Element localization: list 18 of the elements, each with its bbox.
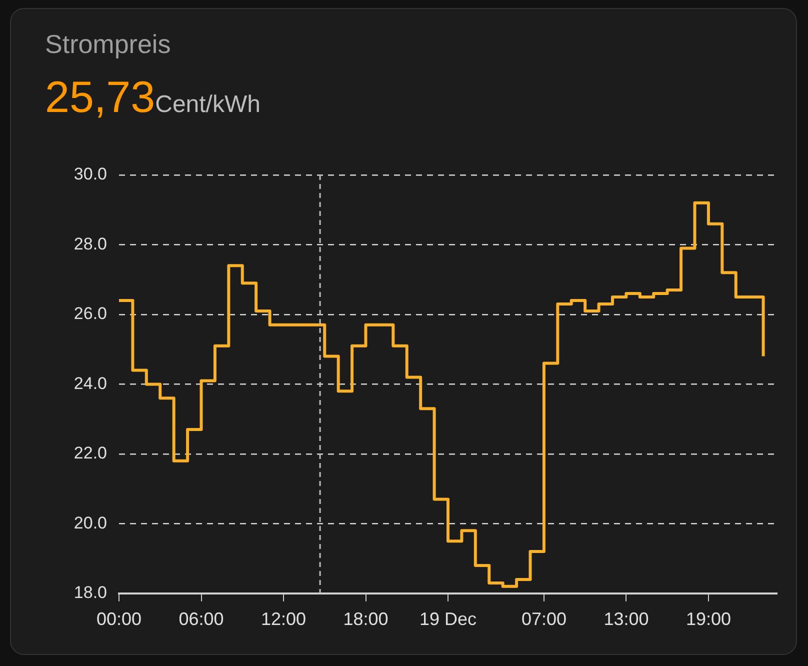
y-tick-label: 26.0 bbox=[74, 304, 107, 324]
x-tick-label: 12:00 bbox=[260, 609, 306, 630]
y-tick-label: 18.0 bbox=[74, 583, 107, 602]
chart-title: Strompreis bbox=[45, 29, 171, 60]
y-tick-label: 20.0 bbox=[74, 513, 107, 532]
y-tick-label: 30.0 bbox=[74, 164, 107, 184]
x-tick-label: 13:00 bbox=[604, 609, 649, 630]
y-tick-label: 24.0 bbox=[74, 374, 107, 393]
x-tick-label: 18:00 bbox=[343, 609, 388, 630]
x-tick-label: 00:00 bbox=[96, 609, 142, 630]
text: Cent/kWh bbox=[155, 91, 260, 118]
y-tick-label: 28.0 bbox=[74, 234, 107, 254]
y-tick-label: 22.0 bbox=[74, 444, 107, 463]
x-tick-label: 07:00 bbox=[521, 609, 566, 630]
x-tick-label: 19:00 bbox=[686, 609, 731, 630]
chart-subtitle: 25,73 bbox=[45, 73, 156, 122]
x-tick-label: 06:00 bbox=[178, 609, 224, 630]
x-tick-label: 19 Dec bbox=[419, 609, 477, 630]
